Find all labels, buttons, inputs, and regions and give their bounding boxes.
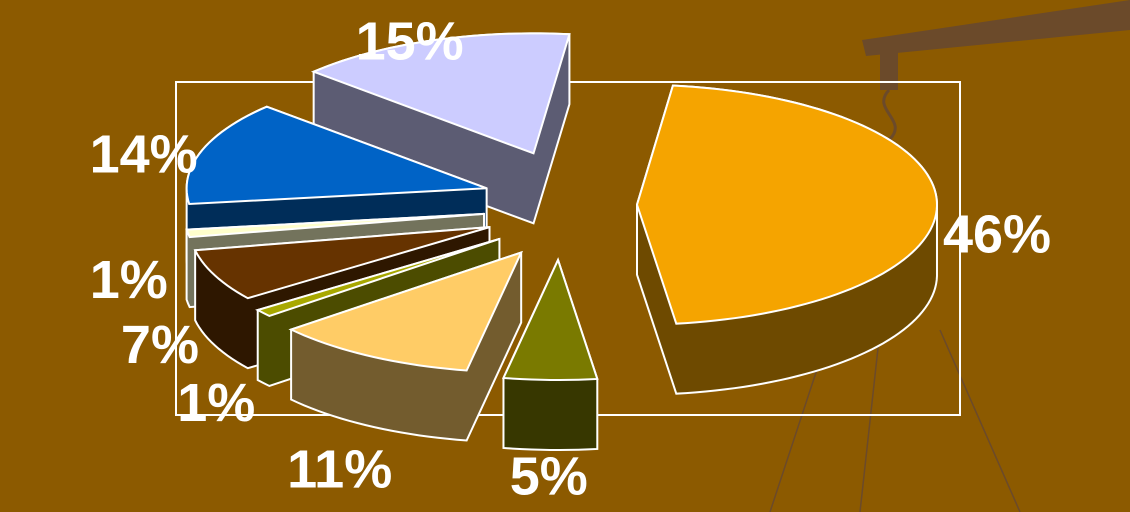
- slice: [501, 257, 599, 381]
- slice: [255, 237, 500, 318]
- slice: [185, 212, 485, 239]
- data-label: 1%: [177, 373, 255, 433]
- data-label: 15%: [356, 11, 464, 71]
- slice: [635, 84, 938, 325]
- data-label: 1%: [90, 250, 168, 310]
- slice: [193, 226, 490, 300]
- slice: [310, 32, 571, 155]
- slice: [288, 250, 524, 372]
- data-label: 5%: [510, 446, 588, 506]
- data-label: 11%: [287, 439, 392, 499]
- slice: [185, 105, 487, 206]
- data-label: 46%: [943, 205, 1051, 265]
- data-label: 7%: [121, 315, 199, 375]
- data-label: 14%: [90, 124, 198, 184]
